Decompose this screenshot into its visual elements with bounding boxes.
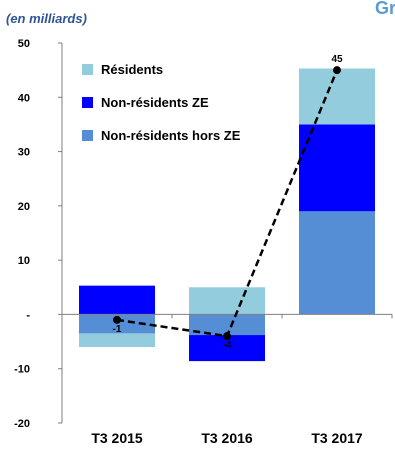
- x-tick-label: T3 2015: [91, 430, 143, 446]
- total-marker: [223, 332, 231, 341]
- y-tick-label: 20: [18, 201, 30, 213]
- bar-segment: [79, 314, 155, 334]
- legend-label: Non-résidents hors ZE: [101, 128, 241, 143]
- legend-swatch: [82, 130, 93, 141]
- y-tick-label: -20: [14, 418, 30, 430]
- y-tick-label: 40: [18, 92, 30, 104]
- x-tick-label: T3 2017: [311, 430, 363, 446]
- y-tick-label: 10: [18, 255, 30, 267]
- bar-segment: [189, 287, 265, 315]
- bar-segment: [299, 211, 375, 315]
- total-data-label: -4: [223, 340, 232, 351]
- total-data-label: -1: [113, 324, 122, 335]
- x-tick-label: T3 2016: [201, 430, 253, 446]
- y-tick-label: -: [26, 309, 30, 321]
- legend-swatch: [82, 64, 93, 75]
- legend-label: Non-résidents ZE: [101, 95, 209, 110]
- bar-segment: [299, 124, 375, 212]
- y-tick-label: -10: [14, 364, 30, 376]
- bar-segment: [299, 68, 375, 125]
- y-tick-label: 50: [18, 38, 30, 50]
- total-marker: [113, 315, 121, 324]
- legend-swatch: [82, 97, 93, 108]
- legend-label: Résidents: [101, 62, 163, 77]
- chart-title-fragment: Gr: [375, 0, 395, 18]
- legend: Résidents Non-résidents ZE Non-résidents h…: [82, 62, 241, 143]
- y-tick-label: 30: [18, 147, 30, 159]
- bar-segment: [79, 285, 155, 315]
- plot-area: 50 40 30 20 10 - -10 -20 T3 2015 T3 2016 T3 2017 -1…: [14, 38, 393, 446]
- total-marker: [333, 66, 341, 75]
- bar-segment: [79, 333, 155, 347]
- chart-subtitle: (en milliards): [6, 11, 87, 26]
- total-data-label: 45: [331, 54, 343, 65]
- bar-segment: [189, 314, 265, 336]
